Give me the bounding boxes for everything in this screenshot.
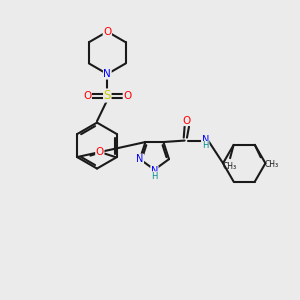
Text: O: O bbox=[183, 116, 191, 125]
Text: CH₃: CH₃ bbox=[264, 160, 278, 169]
Text: O: O bbox=[123, 91, 131, 100]
Text: CH₃: CH₃ bbox=[223, 162, 237, 171]
Text: O: O bbox=[103, 27, 111, 37]
Text: N: N bbox=[202, 135, 209, 145]
Text: O: O bbox=[83, 91, 92, 100]
Text: O: O bbox=[96, 147, 104, 158]
Text: N: N bbox=[136, 154, 143, 164]
Text: H: H bbox=[151, 172, 158, 181]
Text: H: H bbox=[202, 141, 208, 150]
Text: N: N bbox=[151, 166, 158, 176]
Text: S: S bbox=[103, 89, 111, 102]
Text: N: N bbox=[103, 69, 111, 79]
